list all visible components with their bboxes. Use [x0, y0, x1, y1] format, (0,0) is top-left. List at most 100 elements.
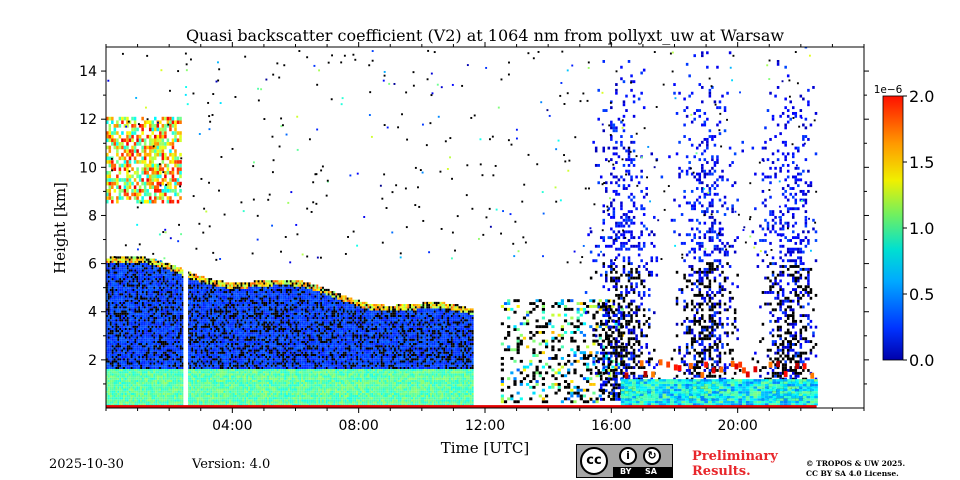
bl-cell: [128, 397, 131, 400]
bl-cell: [138, 371, 141, 374]
bl-black-cell: [198, 336, 201, 339]
bl-cell: [189, 384, 192, 387]
bl-cell: [196, 399, 199, 402]
bl-cell: [162, 353, 165, 357]
bl-cell: [145, 401, 148, 404]
bl-cell: [198, 330, 201, 333]
bl-cell: [136, 347, 139, 350]
bl-cell: [231, 286, 233, 289]
bl-cell: [206, 301, 209, 305]
bl-cell: [113, 314, 116, 318]
bl-cell: [143, 288, 146, 292]
bl-black-cell: [234, 314, 237, 318]
bl-cell: [160, 392, 163, 396]
bl-cell: [128, 375, 131, 378]
bl-cell: [208, 384, 211, 387]
bl-cell: [151, 401, 154, 404]
bl-cell: [217, 382, 220, 385]
bl-cell: [196, 301, 199, 305]
bl-cell: [212, 360, 215, 363]
bl-cell: [198, 384, 201, 387]
bl-cell: [176, 390, 179, 393]
bl-black-cell: [232, 314, 235, 318]
bl-black-cell: [130, 347, 133, 350]
bl-black-cell: [231, 353, 233, 357]
bl-cell: [168, 360, 171, 363]
bl-cell: [208, 379, 211, 383]
bl-cell: [225, 362, 228, 365]
bl-cell: [132, 334, 135, 337]
bl-black-cell: [193, 366, 196, 370]
bl-cell: [113, 390, 116, 393]
bl-cell: [196, 375, 199, 378]
bl-cell: [219, 280, 222, 283]
bl-cell: [106, 325, 108, 328]
bl-black-cell: [210, 360, 213, 363]
bl-cell: [187, 282, 190, 285]
bl-cell: [179, 288, 182, 292]
bl-cell: [189, 314, 192, 318]
bl-cell: [208, 392, 211, 396]
bl-cell: [153, 379, 156, 383]
bl-cell: [132, 327, 135, 331]
bl-cell: [191, 373, 194, 376]
bl-cell: [164, 338, 167, 341]
bl-cell: [179, 388, 182, 391]
bl-cell: [200, 379, 203, 383]
bl-cell: [132, 304, 135, 307]
bl-cell: [162, 271, 165, 274]
bl-cell: [142, 338, 144, 341]
bl-cell: [170, 288, 173, 292]
bl-cell: [187, 353, 190, 357]
bl-cell: [219, 299, 222, 302]
bl-cell: [204, 319, 207, 322]
bl-cell: [162, 379, 165, 383]
bl-cell: [123, 386, 125, 389]
bl-cell: [232, 345, 235, 348]
bl-cell: [164, 325, 167, 328]
bl-cell: [170, 343, 173, 346]
bl-cell: [223, 362, 226, 365]
bl-cell: [215, 349, 218, 352]
bl-cell: [217, 293, 220, 296]
bl-cell: [198, 373, 201, 376]
bl-cell: [124, 280, 127, 283]
bl-cell: [123, 364, 125, 367]
bl-cell: [119, 275, 122, 279]
bl-cell: [164, 364, 167, 367]
bl-cell: [134, 288, 137, 292]
bl-cell: [172, 356, 175, 359]
bl-cell: [157, 343, 160, 346]
bl-cell: [236, 392, 239, 396]
bl-black-cell: [176, 308, 179, 311]
bl-cell: [136, 317, 139, 320]
bl-cell: [225, 392, 228, 396]
bl-cell: [117, 401, 120, 404]
bl-cell: [240, 377, 243, 380]
bl-cell: [248, 321, 251, 324]
bl-cell: [138, 314, 141, 318]
bl-cell: [113, 397, 116, 400]
bl-cell: [187, 278, 190, 281]
bl-cell: [212, 314, 215, 318]
bl-black-cell: [164, 358, 167, 361]
bl-cell: [208, 351, 211, 354]
bl-cell: [238, 349, 241, 352]
bl-cell: [206, 293, 209, 296]
bl-cell: [240, 382, 243, 385]
bl-cell: [176, 392, 179, 396]
bl-black-cell: [132, 273, 135, 276]
bl-black-cell: [242, 364, 245, 367]
bl-cell: [217, 288, 220, 292]
bl-cell: [250, 308, 252, 311]
bl-black-cell: [187, 340, 190, 344]
bl-cell: [106, 319, 108, 322]
bl-cell: [215, 401, 218, 404]
bl-cell: [219, 314, 222, 318]
bl-black-cell: [143, 353, 146, 357]
bl-cell: [229, 334, 232, 337]
bl-black-cell: [159, 269, 161, 272]
bl-black-cell: [109, 317, 112, 320]
bl-black-cell: [119, 280, 122, 283]
bl-black-cell: [221, 362, 224, 365]
